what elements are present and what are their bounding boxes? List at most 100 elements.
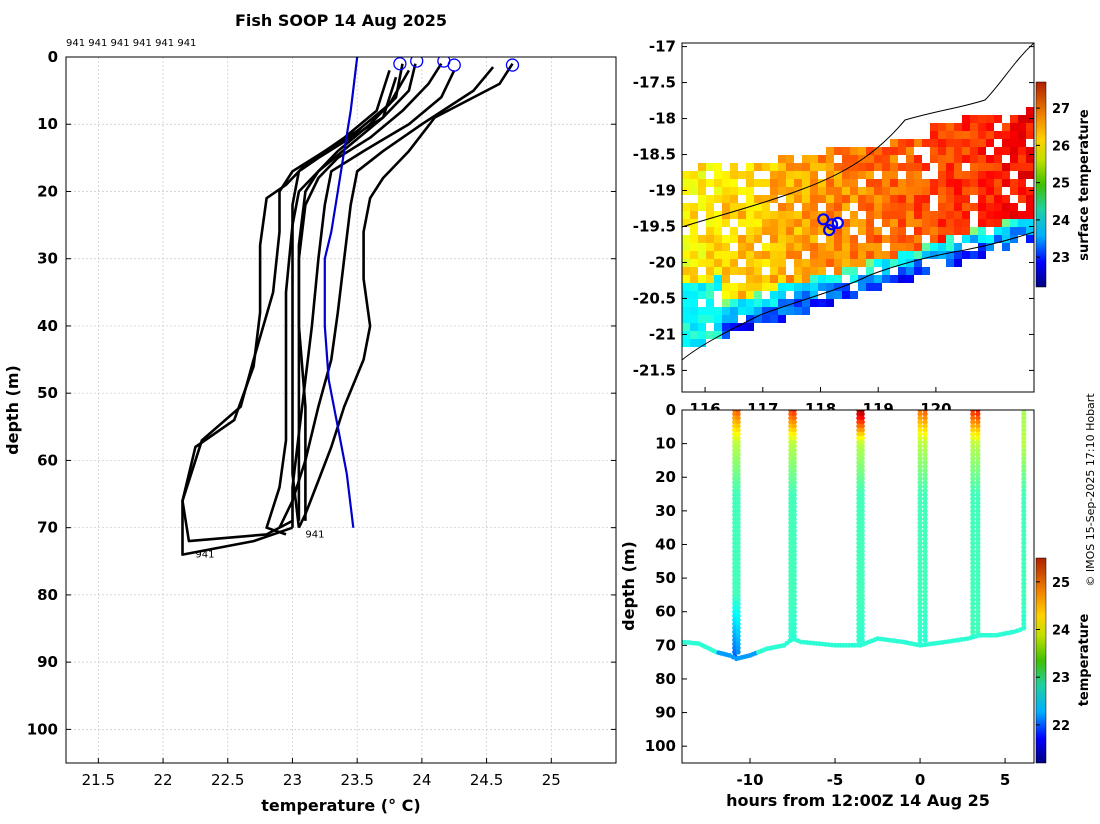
sst-cell [930, 227, 938, 235]
sst-cell [890, 235, 898, 243]
sst-cell [906, 211, 914, 219]
section-dot [791, 588, 797, 595]
sst-cell [834, 187, 842, 195]
sst-cell [706, 163, 714, 171]
section-dot [917, 605, 923, 611]
section-dot [917, 443, 923, 449]
section-dot [970, 584, 976, 591]
section-dot [917, 427, 923, 433]
section-dot [917, 629, 923, 635]
sst-cell [970, 171, 978, 179]
section-dot [975, 592, 981, 599]
sst-cell [690, 251, 698, 259]
section-dot [970, 552, 976, 558]
sst-cell [802, 187, 810, 195]
sst-cell [1026, 203, 1034, 211]
sst-cell [898, 179, 906, 187]
sst-cell [898, 227, 906, 235]
sst-cell [986, 171, 994, 179]
section-dot [1021, 520, 1027, 526]
sst-cell [978, 115, 986, 123]
sst-cell [890, 243, 898, 251]
sst-cell [1018, 163, 1026, 171]
sst-cell [882, 275, 890, 283]
sst-cell [778, 307, 786, 315]
sst-cell [794, 227, 802, 235]
sst-cell [698, 339, 706, 347]
section-dot [975, 524, 981, 530]
sst-cell [874, 155, 882, 163]
sst-cell [810, 195, 818, 203]
section-dot [917, 564, 923, 570]
section-dot [791, 572, 797, 579]
map-y-tick-label: -17 [649, 38, 676, 56]
sst-cell [994, 227, 1002, 235]
sst-cell [810, 179, 818, 187]
sst-cell [866, 195, 874, 203]
sst-cell [730, 307, 738, 315]
sst-cell [818, 187, 826, 195]
sst-cell [778, 259, 786, 267]
sst-cell [770, 275, 778, 283]
section-dot [922, 564, 928, 570]
section-dot [922, 548, 928, 554]
sst-cell [778, 283, 786, 291]
section-dot [917, 609, 923, 615]
sst-cell [866, 187, 874, 195]
section-dot [859, 492, 865, 498]
coastline-north [682, 43, 1034, 228]
sst-cell [970, 251, 978, 259]
sst-cell [746, 219, 754, 227]
section-dot [1021, 524, 1027, 530]
sst-cell [914, 203, 922, 211]
section-dot [922, 415, 928, 421]
sst-cell [850, 267, 858, 275]
sst-cell [850, 235, 858, 243]
sst-cell [882, 235, 890, 243]
section-dot [917, 637, 923, 643]
section-dot [917, 467, 923, 474]
sst-cell [794, 243, 802, 251]
sst-cell [1018, 211, 1026, 219]
section-dot [791, 625, 797, 631]
sst-cell [970, 115, 978, 123]
sst-heatmap [682, 107, 1034, 347]
sst-cell [946, 123, 954, 131]
sst-cell [874, 179, 882, 187]
section-dot [735, 423, 741, 429]
sst-cell [890, 155, 898, 163]
sst-cell [794, 283, 802, 291]
section-dot [791, 463, 797, 470]
sst-cell [914, 235, 922, 243]
sst-cell [794, 259, 802, 267]
section-dot [1021, 588, 1027, 595]
sst-cell [690, 267, 698, 275]
sst-cell [706, 195, 714, 203]
sst-cell [962, 171, 970, 179]
section-dot [975, 431, 981, 437]
section-dot [791, 411, 797, 417]
section-dot [791, 484, 797, 490]
sst-cell [826, 171, 834, 179]
sst-cell [818, 243, 826, 251]
section-bottom-dot [1017, 627, 1023, 633]
section-dot [922, 560, 928, 566]
section-dot [791, 467, 797, 474]
sst-cell [706, 203, 714, 211]
section-dot [1021, 419, 1027, 425]
sst-cell [970, 187, 978, 195]
sst-cell [922, 267, 930, 275]
sst-cell [682, 219, 690, 227]
section-dot [1021, 484, 1027, 490]
section-dot [859, 411, 865, 417]
section-dot [1021, 447, 1027, 453]
sst-cell [882, 211, 890, 219]
sst-cell [858, 203, 866, 211]
sst-cell [754, 267, 762, 275]
section-dot [791, 520, 797, 526]
profile-label-row: 941 941 941 941 941 941 [66, 38, 196, 49]
sst-cell [922, 219, 930, 227]
sst-cell [898, 219, 906, 227]
sst-cell [834, 179, 842, 187]
sst-cell [714, 195, 722, 203]
